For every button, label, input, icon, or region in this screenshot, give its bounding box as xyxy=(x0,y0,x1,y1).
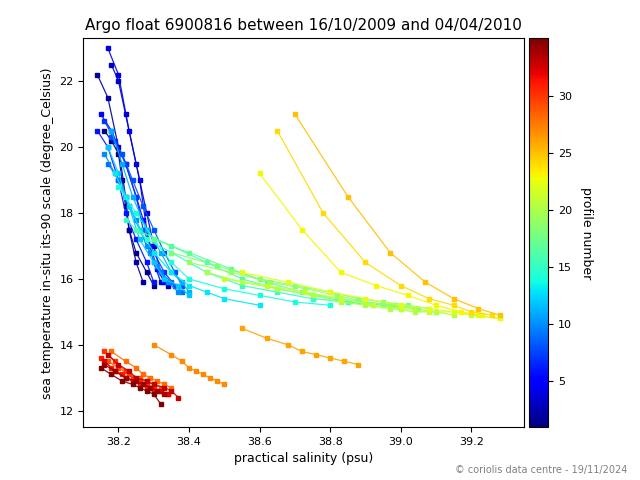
Y-axis label: profile number: profile number xyxy=(580,187,593,279)
Y-axis label: sea temperature in-situ its-90 scale (degree_Celsius): sea temperature in-situ its-90 scale (de… xyxy=(41,67,54,398)
Text: © coriolis data centre - 19/11/2024: © coriolis data centre - 19/11/2024 xyxy=(455,465,627,475)
Title: Argo float 6900816 between 16/10/2009 and 04/04/2010: Argo float 6900816 between 16/10/2009 an… xyxy=(85,18,522,33)
X-axis label: practical salinity (psu): practical salinity (psu) xyxy=(234,453,373,466)
